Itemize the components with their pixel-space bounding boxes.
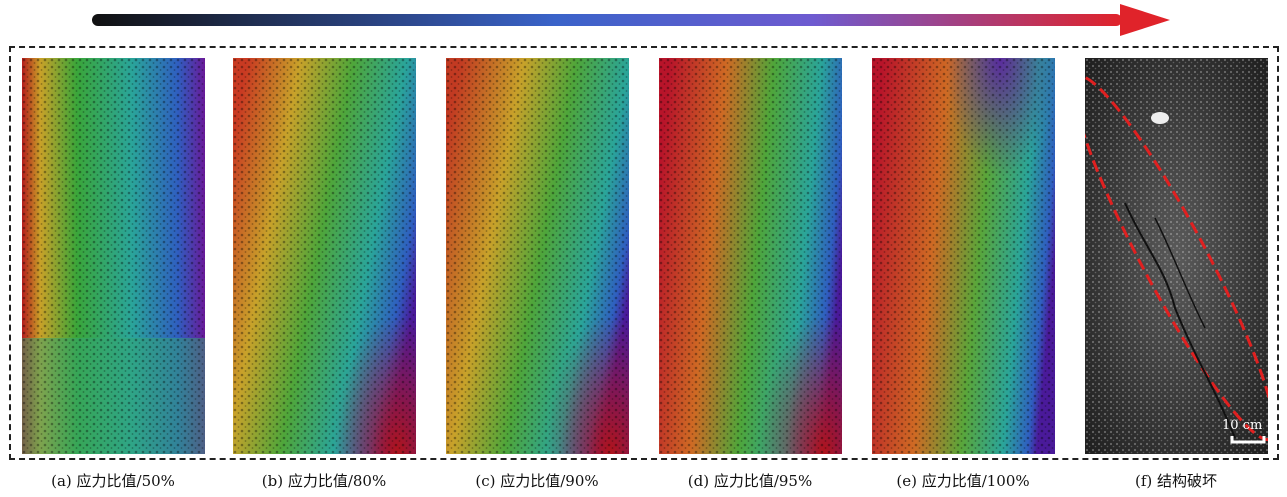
caption-a: (a) 应力比值/50%: [51, 472, 175, 490]
panel-d: [659, 58, 842, 454]
arrow-shaft: [92, 14, 1122, 26]
caption-f: (f) 结构破坏: [1134, 472, 1218, 490]
caption-b: (b) 应力比值/80%: [261, 472, 387, 490]
panel-f: [1085, 58, 1268, 454]
scale-bar: [1230, 436, 1266, 444]
panel-b: [233, 58, 416, 454]
strain-field-a: [22, 58, 205, 454]
panels-frame: [9, 46, 1279, 460]
panel-c: [446, 58, 629, 454]
panel-e: [872, 58, 1055, 454]
strain-field-e: [872, 58, 1055, 454]
caption-d: (d) 应力比值/95%: [687, 472, 813, 490]
failure-zone-ellipse: [1085, 74, 1268, 442]
strain-field-b: [233, 58, 416, 454]
scale-bar-label: 10 cm: [1222, 418, 1263, 433]
caption-c: (c) 应力比值/90%: [475, 472, 599, 490]
panel-a: [22, 58, 205, 454]
failure-photo: [1085, 58, 1268, 454]
caption-e: (e) 应力比值/100%: [896, 472, 1030, 490]
strain-field-d: [659, 58, 842, 454]
crack-line: [1124, 202, 1236, 439]
progression-arrow: [92, 4, 1170, 36]
strain-field-c: [446, 58, 629, 454]
arrow-head: [1120, 4, 1170, 36]
